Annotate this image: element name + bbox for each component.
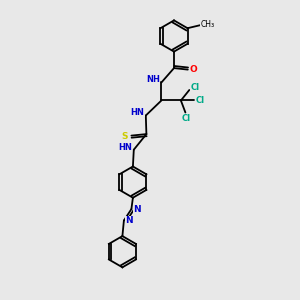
Text: NH: NH (146, 75, 160, 84)
Text: Cl: Cl (191, 83, 200, 92)
Text: O: O (190, 65, 198, 74)
Text: HN: HN (118, 143, 132, 152)
Text: Cl: Cl (182, 114, 191, 123)
Text: N: N (133, 205, 141, 214)
Text: CH₃: CH₃ (200, 20, 215, 29)
Text: N: N (125, 216, 133, 225)
Text: S: S (122, 132, 128, 141)
Text: HN: HN (130, 108, 144, 117)
Text: Cl: Cl (196, 96, 205, 105)
